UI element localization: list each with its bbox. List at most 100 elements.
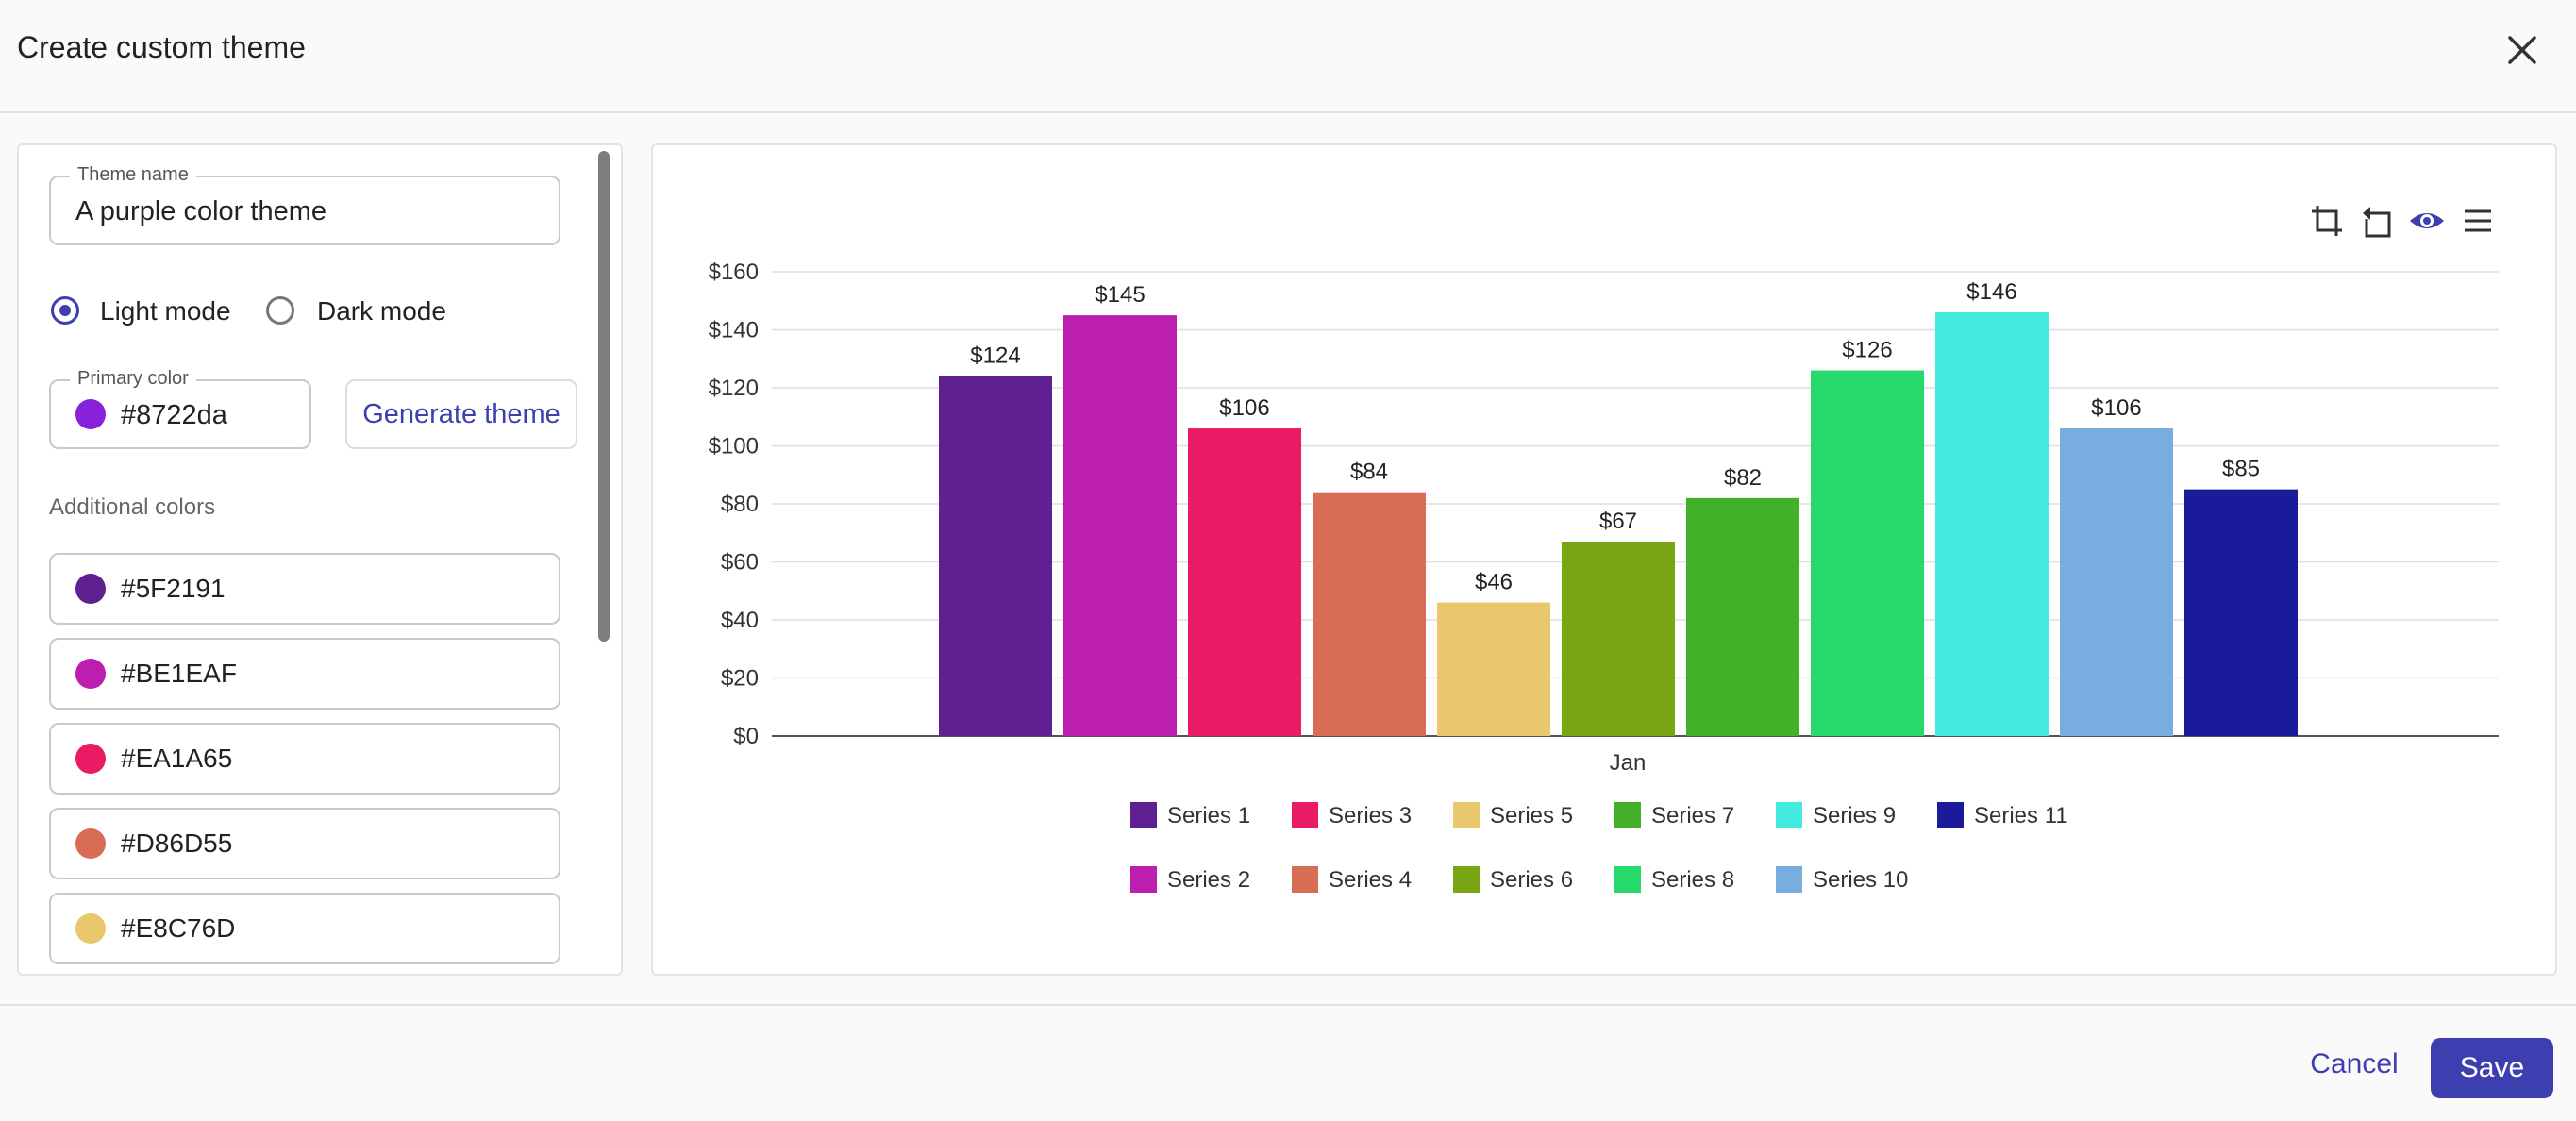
crop-icon (2312, 206, 2342, 236)
color-swatch (75, 828, 106, 859)
rotate-icon (2363, 207, 2391, 238)
x-tick-label: Jan (1610, 750, 1647, 776)
y-tick-label: $140 (709, 318, 759, 343)
additional-color-row[interactable]: #D86D55 (49, 808, 560, 879)
additional-color-row[interactable]: #E8C76D (49, 893, 560, 964)
y-tick-label: $80 (721, 492, 759, 517)
light-mode-label[interactable]: Light mode (100, 296, 231, 326)
crop-button[interactable] (2308, 202, 2346, 240)
bar (1188, 428, 1301, 736)
close-button[interactable] (2501, 28, 2544, 72)
data-label: $85 (2222, 457, 2260, 482)
reset-button[interactable] (2359, 202, 2397, 240)
dark-mode-label[interactable]: Dark mode (317, 296, 446, 326)
data-label: $124 (970, 343, 1020, 369)
legend-label: Series 8 (1651, 867, 1734, 893)
legend-swatch (1453, 802, 1480, 828)
data-label: $145 (1095, 282, 1145, 308)
light-mode-radio[interactable] (51, 296, 79, 325)
additional-color-row[interactable]: #EA1A65 (49, 723, 560, 795)
chart-menu-button[interactable] (2459, 202, 2497, 240)
legend-label: Series 6 (1490, 867, 1573, 893)
color-swatch (75, 744, 106, 774)
legend-label: Series 7 (1651, 803, 1734, 828)
bar-chart: $0 $20 $40 $60 $80 $100 $120 $140 $160 $124 $145 $1… (709, 259, 2499, 893)
legend-label: Series 3 (1329, 803, 1412, 828)
color-hex: #E8C76D (121, 913, 236, 943)
theme-name-label: Theme name (70, 164, 196, 186)
y-tick-label: $60 (721, 550, 759, 576)
data-label: $82 (1724, 465, 1762, 491)
legend-label: Series 10 (1813, 867, 1908, 893)
bar (1935, 312, 2049, 736)
y-tick-label: $0 (733, 724, 759, 749)
legend-swatch (1453, 866, 1480, 893)
additional-color-row[interactable]: #5F2191 (49, 553, 560, 625)
legend-swatch (1130, 866, 1157, 893)
additional-colors-label: Additional colors (49, 494, 216, 520)
data-label: $146 (1966, 279, 2016, 305)
save-button[interactable]: Save (2431, 1038, 2553, 1098)
dark-mode-radio[interactable] (266, 296, 294, 325)
legend-swatch (1776, 866, 1802, 893)
legend-swatch (1292, 866, 1318, 893)
bar (1686, 497, 1799, 736)
color-hex: #BE1EAF (121, 659, 237, 688)
y-tick-label: $120 (709, 376, 759, 401)
y-tick-label: $100 (709, 434, 759, 460)
dialog-header: Create custom theme (0, 0, 2576, 113)
color-hex: #D86D55 (121, 828, 233, 858)
chart-preview-panel: $0 $20 $40 $60 $80 $100 $120 $140 $160 $124 $145 $1… (651, 143, 2557, 976)
bar (1811, 370, 1924, 736)
data-label: $84 (1350, 460, 1388, 485)
cancel-button[interactable]: Cancel (2310, 1048, 2399, 1079)
legend-swatch (1776, 802, 1802, 828)
bar (939, 376, 1052, 736)
bar (2184, 489, 2298, 736)
data-label: $106 (2091, 395, 2141, 421)
legend-label: Series 2 (1167, 867, 1250, 893)
color-hex: #5F2191 (121, 574, 226, 603)
bar (1562, 541, 1675, 736)
data-label: $67 (1599, 509, 1637, 534)
color-swatch (75, 574, 106, 604)
legend-label: Series 4 (1329, 867, 1412, 893)
legend-label: Series 5 (1490, 803, 1573, 828)
visibility-button[interactable] (2408, 202, 2446, 240)
dialog-footer: Cancel Save (0, 1004, 2576, 1121)
bar (2060, 428, 2173, 736)
theme-name-value[interactable]: A purple color theme (75, 196, 326, 226)
data-label: $126 (1842, 338, 1892, 363)
legend-label: Series 9 (1813, 803, 1896, 828)
legend-swatch (1292, 802, 1318, 828)
legend-swatch (1130, 802, 1157, 828)
y-tick-label: $20 (721, 666, 759, 692)
legend-swatch (1614, 866, 1641, 893)
bar (1437, 602, 1550, 736)
color-swatch (75, 913, 106, 944)
primary-color-value[interactable]: #8722da (121, 400, 227, 430)
bar (1063, 315, 1177, 736)
theme-form-panel: Theme name A purple color theme Light mo… (17, 143, 623, 976)
theme-name-field[interactable]: Theme name A purple color theme (49, 164, 560, 245)
form-scrollbar[interactable] (598, 151, 610, 642)
generate-theme-button[interactable]: Generate theme (345, 379, 577, 449)
bar (1313, 492, 1426, 736)
y-tick-label: $40 (721, 608, 759, 633)
primary-color-swatch[interactable] (75, 399, 106, 429)
legend-label: Series 1 (1167, 803, 1250, 828)
additional-color-row[interactable]: #BE1EAF (49, 638, 560, 710)
close-icon (2508, 36, 2536, 64)
legend-swatch (1614, 802, 1641, 828)
y-tick-label: $160 (709, 259, 759, 285)
color-hex: #EA1A65 (121, 744, 233, 773)
legend-label: Series 11 (1974, 803, 2068, 828)
menu-icon (2465, 209, 2491, 232)
primary-color-field[interactable]: Primary color #8722da (49, 368, 311, 449)
data-label: $106 (1219, 395, 1269, 421)
legend-swatch (1937, 802, 1964, 828)
primary-color-label: Primary color (70, 368, 196, 390)
data-label: $46 (1475, 570, 1513, 595)
eye-icon (2410, 213, 2444, 228)
dialog-title: Create custom theme (17, 30, 306, 64)
